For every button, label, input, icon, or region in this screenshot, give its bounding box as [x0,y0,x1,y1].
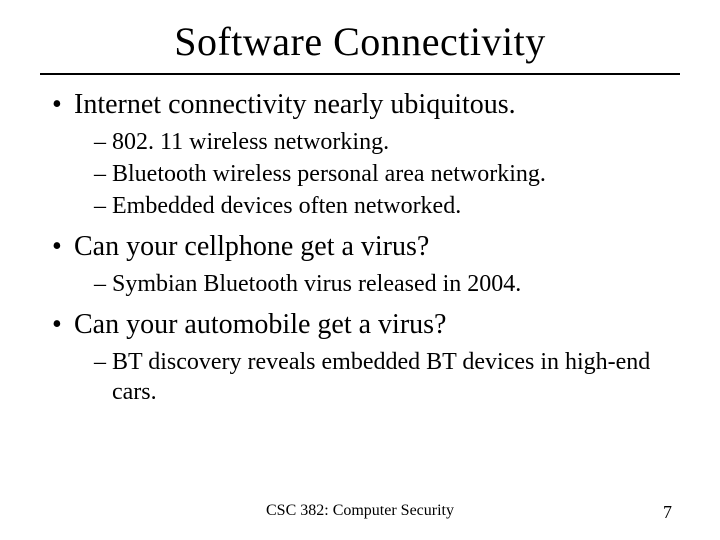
bullet-l2: – BT discovery reveals embedded BT devic… [94,347,680,407]
footer-course-label: CSC 382: Computer Security [0,502,720,520]
bullet-l1-text: Internet connectivity nearly ubiquitous. [74,89,680,121]
bullet-list: • Internet connectivity nearly ubiquitou… [40,89,680,407]
bullet-dot-icon: • [52,89,74,121]
bullet-l2-text: Bluetooth wireless personal area network… [112,159,680,189]
slide-title: Software Connectivity [40,18,680,65]
bullet-l2: – Bluetooth wireless personal area netwo… [94,159,680,189]
bullet-dot-icon: • [52,231,74,263]
bullet-l2-text: Symbian Bluetooth virus released in 2004… [112,269,680,299]
bullet-l2-text: Embedded devices often networked. [112,191,680,221]
bullet-dash-icon: – [94,269,112,299]
bullet-l2-text: 802. 11 wireless networking. [112,127,680,157]
slide-footer: CSC 382: Computer Security 7 [0,502,720,526]
bullet-l2-text: BT discovery reveals embedded BT devices… [112,347,680,407]
footer-page-number: 7 [663,502,672,523]
bullet-l1: • Internet connectivity nearly ubiquitou… [52,89,680,121]
bullet-l2: – 802. 11 wireless networking. [94,127,680,157]
bullet-l1-text: Can your automobile get a virus? [74,309,680,341]
bullet-dot-icon: • [52,309,74,341]
bullet-dash-icon: – [94,127,112,157]
bullet-l2: – Symbian Bluetooth virus released in 20… [94,269,680,299]
bullet-dash-icon: – [94,347,112,377]
bullet-l1: • Can your automobile get a virus? [52,309,680,341]
bullet-l1-text: Can your cellphone get a virus? [74,231,680,263]
title-underline [40,73,680,75]
bullet-dash-icon: – [94,191,112,221]
bullet-dash-icon: – [94,159,112,189]
bullet-l1: • Can your cellphone get a virus? [52,231,680,263]
bullet-l2: – Embedded devices often networked. [94,191,680,221]
slide: Software Connectivity • Internet connect… [0,0,720,540]
